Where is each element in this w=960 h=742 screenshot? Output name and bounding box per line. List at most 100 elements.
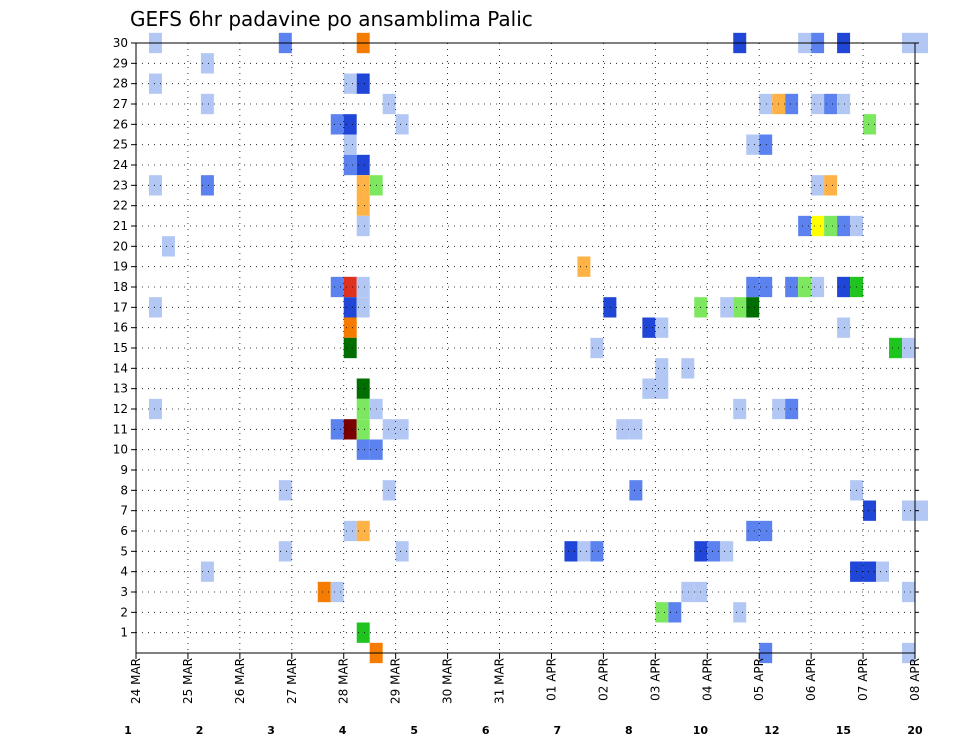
heatmap-cell [161, 236, 175, 257]
colorbar-label: 6 [482, 724, 490, 737]
y-tick-label: 4 [120, 565, 128, 579]
heatmap-cell [577, 256, 591, 277]
heatmap-cell [720, 541, 734, 562]
heatmap-cell [863, 500, 877, 521]
y-tick-label: 15 [113, 341, 128, 355]
x-tick-label: 04 APR [700, 658, 714, 701]
heatmap-cell [200, 93, 214, 115]
colorbar-legend: 1 2 3 4 5 6 7 8 10 12 15 20 [124, 724, 923, 737]
y-tick-label: 20 [113, 239, 128, 253]
y-tick-label: 21 [113, 219, 128, 233]
heatmap-cell [759, 520, 773, 542]
y-tick-label: 5 [120, 544, 128, 558]
heatmap-cell [629, 480, 643, 501]
heatmap-cell [382, 93, 396, 115]
heatmap-cell [655, 602, 669, 623]
colorbar-label: 15 [836, 724, 851, 737]
heatmap-cell [759, 134, 773, 155]
heatmap-cell [343, 337, 357, 359]
y-tick-label: 26 [113, 117, 128, 131]
heatmap-cell [343, 73, 357, 94]
heatmap-cell [746, 520, 760, 542]
y-tick-label: 22 [113, 199, 128, 213]
heatmap-cell [330, 276, 344, 298]
heatmap-cell [733, 602, 747, 623]
heatmap-cell [785, 276, 799, 298]
heatmap-cell [356, 419, 370, 440]
heatmap-cell [343, 520, 357, 542]
x-tick-label: 25 MAR [181, 658, 195, 704]
x-tick-label: 02 APR [596, 658, 610, 701]
x-tick-label: 06 APR [804, 658, 818, 701]
heatmap-cell [590, 541, 604, 562]
heatmap-cell [746, 134, 760, 155]
heatmap-cell [811, 93, 825, 115]
heatmap-cell [759, 93, 773, 115]
colorbar-label: 12 [764, 724, 779, 737]
heatmap-cell [343, 317, 357, 338]
y-tick-label: 23 [113, 178, 128, 192]
heatmap-cell [655, 378, 669, 399]
x-tick-label: 05 APR [752, 658, 766, 701]
heatmap-cell [330, 581, 344, 603]
gridlines [135, 42, 916, 653]
heatmap-cell [863, 561, 877, 582]
heatmap-cell [382, 419, 396, 440]
colorbar-label: 10 [693, 724, 709, 737]
y-tick-label: 28 [113, 77, 128, 91]
heatmap-cell [681, 358, 695, 379]
heatmap-cell [603, 297, 617, 318]
heatmap-cell [356, 215, 370, 237]
heatmap-cell [824, 215, 838, 237]
heatmap-cell [889, 337, 903, 359]
y-tick-label: 16 [113, 321, 128, 335]
heatmap-cell [148, 398, 162, 420]
x-tick-label: 24 MAR [129, 658, 143, 704]
heatmap-cell [356, 175, 370, 196]
heatmap-cell [343, 419, 357, 440]
heatmap-cell [824, 93, 838, 115]
heatmap-cell [811, 276, 825, 298]
heatmap-cell [733, 297, 747, 318]
colorbar-label: 8 [625, 724, 633, 737]
y-tick-label: 8 [120, 483, 128, 497]
heatmap-cell [746, 276, 760, 298]
colorbar-label: 2 [196, 724, 204, 737]
heatmap-cell [356, 195, 370, 216]
y-tick-label: 13 [113, 382, 128, 396]
heatmap-cell [759, 276, 773, 298]
heatmap-cell [148, 297, 162, 318]
heatmap-cell [668, 602, 682, 623]
y-tick-label: 2 [120, 605, 128, 619]
y-tick-label: 7 [120, 504, 128, 518]
heatmap-cell [356, 297, 370, 318]
heatmap-cell [330, 114, 344, 135]
colorbar-label: 7 [553, 724, 561, 737]
heatmap-cell [837, 276, 851, 298]
y-tick-label: 9 [120, 463, 128, 477]
heatmap-cell [356, 73, 370, 94]
x-tick-label: 29 MAR [389, 658, 403, 704]
heatmap-cell [343, 134, 357, 155]
y-tick-label: 3 [120, 585, 128, 599]
colorbar-label: 5 [410, 724, 418, 737]
heatmap-cell [577, 541, 591, 562]
colorbar-label: 4 [339, 724, 347, 737]
colorbar-label: 20 [907, 724, 923, 737]
heatmap-cell [824, 175, 838, 196]
heatmap-cell [902, 500, 915, 521]
heatmap-cell [707, 541, 721, 562]
heatmap-cell [785, 93, 799, 115]
heatmap-cell [395, 541, 409, 562]
heatmap-cell [785, 398, 799, 420]
y-tick-label: 25 [113, 138, 128, 152]
heatmap-cell [876, 561, 890, 582]
y-tick-label: 17 [113, 300, 128, 314]
heatmap-cell [746, 297, 760, 318]
heatmap-cell [330, 419, 344, 440]
heatmap-cell [681, 581, 695, 603]
y-tick-label: 10 [113, 443, 128, 457]
heatmap-cell [395, 419, 409, 440]
heatmap-cell [356, 622, 370, 643]
